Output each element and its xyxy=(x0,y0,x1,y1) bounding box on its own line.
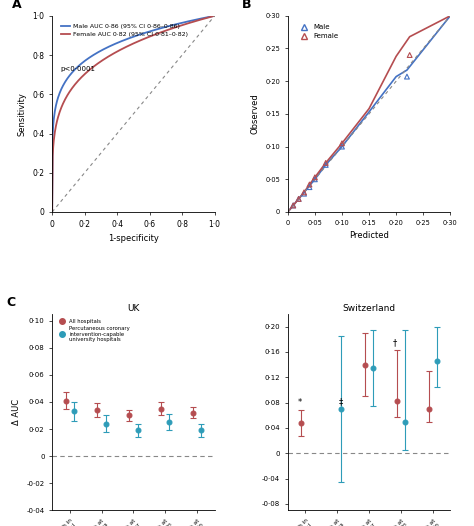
Point xyxy=(311,175,319,184)
Text: †: † xyxy=(393,338,397,347)
Y-axis label: Observed: Observed xyxy=(251,94,260,134)
X-axis label: 1-specificity: 1-specificity xyxy=(108,234,159,243)
Point xyxy=(290,201,297,210)
Text: C: C xyxy=(7,296,16,309)
Point xyxy=(300,188,308,197)
Legend: Male AUC 0·86 (95% CI 0·86–0·86), Female AUC 0·82 (95% CI 0·81–0·82): Male AUC 0·86 (95% CI 0·86–0·86), Female… xyxy=(58,21,191,40)
X-axis label: Predicted: Predicted xyxy=(349,231,389,240)
Text: *: * xyxy=(298,398,301,407)
Y-axis label: Δ AUC: Δ AUC xyxy=(12,399,21,425)
Legend: All hospitals, Percutaneous coronary
intervention-capable
university hospitals: All hospitals, Percutaneous coronary int… xyxy=(55,317,132,345)
Point xyxy=(295,195,302,203)
Point xyxy=(300,189,308,198)
Point xyxy=(306,180,313,189)
Point xyxy=(295,195,302,203)
Point xyxy=(311,173,319,181)
Text: p<0·0001: p<0·0001 xyxy=(60,66,95,72)
Title: UK: UK xyxy=(127,304,139,313)
Point xyxy=(290,201,297,210)
Text: B: B xyxy=(242,0,252,11)
Text: A: A xyxy=(11,0,21,11)
Point xyxy=(406,51,413,59)
Point xyxy=(322,160,329,169)
Title: Switzerland: Switzerland xyxy=(343,304,396,313)
Text: ‡: ‡ xyxy=(339,397,344,406)
Y-axis label: Sensitivity: Sensitivity xyxy=(18,92,27,136)
Point xyxy=(322,159,329,167)
Point xyxy=(403,73,411,81)
Point xyxy=(338,143,346,151)
Point xyxy=(338,139,346,147)
Legend: Male, Female: Male, Female xyxy=(294,21,341,42)
Point xyxy=(306,183,313,191)
